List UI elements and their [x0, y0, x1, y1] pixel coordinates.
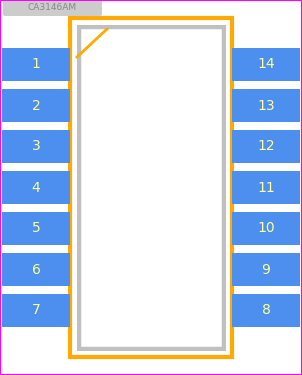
Bar [82, 30, 220, 345]
Text: 12: 12 [257, 140, 275, 153]
Text: 10: 10 [257, 222, 275, 236]
Bar [232, 171, 300, 204]
Text: 11: 11 [257, 180, 275, 195]
Text: 8: 8 [262, 303, 270, 318]
Text: 13: 13 [257, 99, 275, 112]
Bar [232, 48, 300, 81]
Bar [2, 130, 70, 163]
Bar [2, 171, 70, 204]
Bar [76, 24, 226, 351]
Text: 7: 7 [32, 303, 40, 318]
Bar [232, 212, 300, 245]
Bar [70, 18, 232, 357]
Bar [79, 27, 223, 348]
Bar [2, 294, 70, 327]
Bar [2, 253, 70, 286]
Bar [232, 294, 300, 327]
Text: 2: 2 [32, 99, 40, 112]
Text: 6: 6 [32, 262, 40, 276]
Bar [2, 212, 70, 245]
Bar [2, 48, 70, 81]
Bar [232, 130, 300, 163]
Text: 4: 4 [32, 180, 40, 195]
Bar [232, 253, 300, 286]
FancyBboxPatch shape [3, 0, 102, 16]
Text: 5: 5 [32, 222, 40, 236]
Bar [232, 89, 300, 122]
Text: 14: 14 [257, 57, 275, 72]
Text: 9: 9 [262, 262, 270, 276]
Text: 3: 3 [32, 140, 40, 153]
Text: CA3146AM: CA3146AM [28, 3, 77, 12]
Text: 1: 1 [32, 57, 40, 72]
Bar [2, 89, 70, 122]
